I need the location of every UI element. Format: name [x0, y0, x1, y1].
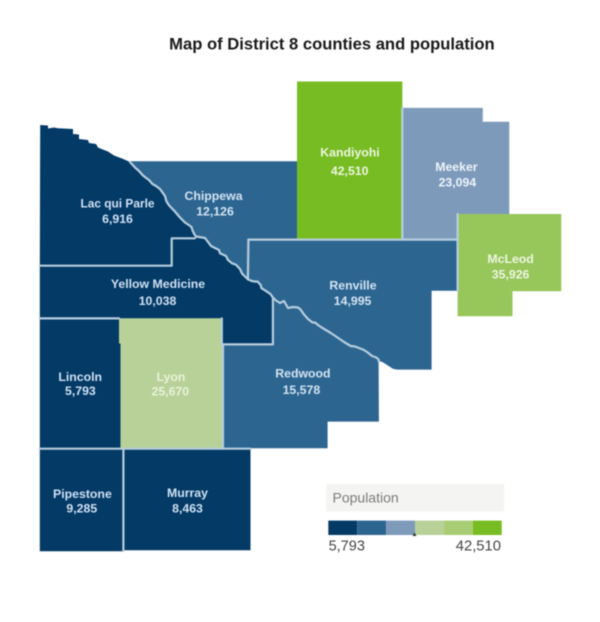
svg-text:25,670: 25,670 — [151, 385, 189, 399]
svg-text:42,510: 42,510 — [456, 539, 501, 555]
svg-text:Murray: Murray — [167, 486, 208, 500]
svg-text:Renville: Renville — [329, 278, 376, 292]
svg-text:8,463: 8,463 — [172, 502, 203, 516]
svg-text:Lyon: Lyon — [156, 370, 185, 384]
svg-text:McLeod: McLeod — [487, 252, 533, 266]
svg-text:Meeker: Meeker — [435, 160, 478, 174]
svg-text:Map of District 8 counties and: Map of District 8 counties and populatio… — [169, 34, 494, 53]
svg-text:23,094: 23,094 — [439, 175, 477, 189]
svg-text:10,038: 10,038 — [139, 294, 177, 308]
svg-text:42,510: 42,510 — [331, 164, 369, 178]
svg-text:5,793: 5,793 — [65, 384, 96, 398]
svg-text:Redwood: Redwood — [275, 367, 330, 381]
svg-text:6,916: 6,916 — [102, 212, 133, 226]
svg-text:Lac qui Parle: Lac qui Parle — [80, 196, 154, 210]
svg-text:9,285: 9,285 — [66, 501, 97, 515]
svg-text:Chippewa: Chippewa — [184, 189, 242, 203]
svg-text:14,995: 14,995 — [334, 294, 372, 308]
svg-text:Lincoln: Lincoln — [58, 370, 102, 384]
svg-text:15,578: 15,578 — [283, 383, 321, 397]
svg-text:Population: Population — [333, 490, 399, 506]
svg-text:Yellow Medicine: Yellow Medicine — [111, 277, 205, 291]
svg-text:12,126: 12,126 — [196, 204, 234, 218]
svg-text:5,793: 5,793 — [329, 539, 365, 555]
svg-text:Pipestone: Pipestone — [53, 487, 112, 501]
svg-text:35,926: 35,926 — [492, 267, 530, 281]
svg-text:Kandiyohi: Kandiyohi — [320, 145, 379, 159]
